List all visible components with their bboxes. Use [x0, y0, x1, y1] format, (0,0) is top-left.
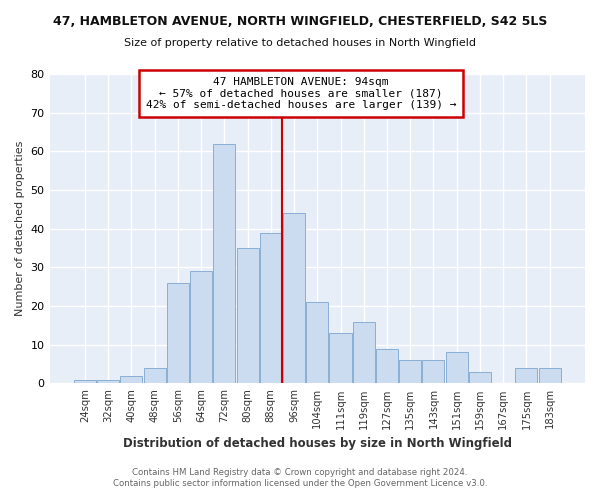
- Bar: [167, 283, 189, 384]
- Bar: [422, 360, 445, 384]
- Bar: [329, 333, 352, 384]
- Bar: [213, 144, 235, 384]
- Bar: [539, 368, 560, 384]
- Bar: [469, 372, 491, 384]
- Bar: [353, 322, 375, 384]
- Bar: [121, 376, 142, 384]
- Text: 47 HAMBLETON AVENUE: 94sqm
← 57% of detached houses are smaller (187)
42% of sem: 47 HAMBLETON AVENUE: 94sqm ← 57% of deta…: [146, 77, 457, 110]
- Bar: [236, 248, 259, 384]
- Bar: [283, 213, 305, 384]
- Bar: [306, 302, 328, 384]
- Bar: [515, 368, 538, 384]
- Text: 47, HAMBLETON AVENUE, NORTH WINGFIELD, CHESTERFIELD, S42 5LS: 47, HAMBLETON AVENUE, NORTH WINGFIELD, C…: [53, 15, 547, 28]
- Bar: [74, 380, 96, 384]
- Bar: [190, 272, 212, 384]
- Bar: [97, 380, 119, 384]
- Bar: [399, 360, 421, 384]
- Text: Contains HM Land Registry data © Crown copyright and database right 2024.
Contai: Contains HM Land Registry data © Crown c…: [113, 468, 487, 487]
- Bar: [376, 348, 398, 384]
- Text: Size of property relative to detached houses in North Wingfield: Size of property relative to detached ho…: [124, 38, 476, 48]
- Bar: [143, 368, 166, 384]
- Y-axis label: Number of detached properties: Number of detached properties: [15, 141, 25, 316]
- Bar: [260, 232, 282, 384]
- X-axis label: Distribution of detached houses by size in North Wingfield: Distribution of detached houses by size …: [123, 437, 512, 450]
- Bar: [446, 352, 468, 384]
